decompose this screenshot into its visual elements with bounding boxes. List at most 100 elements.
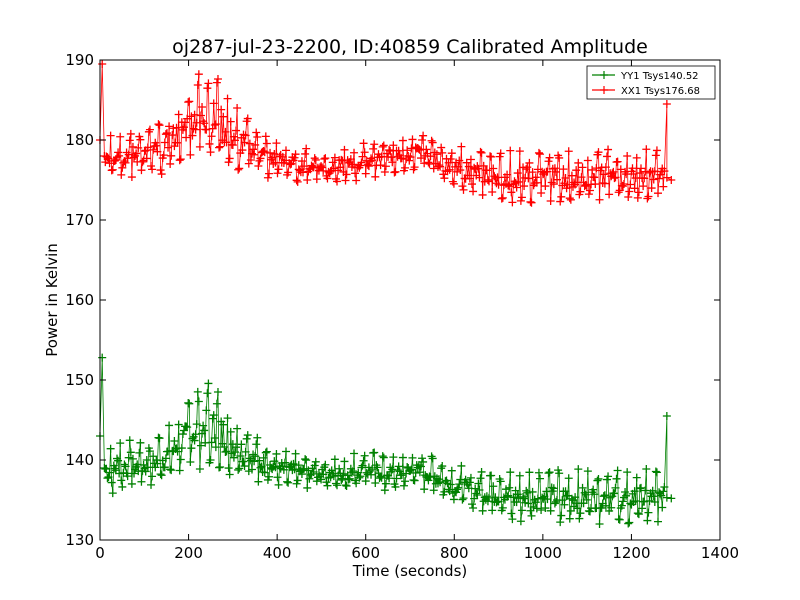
data-point-marker <box>230 448 239 457</box>
data-point-marker <box>424 158 433 167</box>
data-point-marker <box>293 177 302 186</box>
data-point-marker <box>145 125 154 134</box>
data-point-marker <box>270 457 279 466</box>
data-point-marker <box>221 127 230 136</box>
data-point-marker <box>303 175 312 184</box>
data-point-marker <box>549 180 558 189</box>
data-point-marker <box>220 443 229 452</box>
data-point-marker <box>597 503 606 512</box>
data-point-marker <box>309 467 318 476</box>
data-point-marker <box>517 193 526 202</box>
data-point-marker <box>498 503 507 512</box>
data-point-marker <box>184 398 193 407</box>
data-point-marker <box>297 470 306 479</box>
data-point-marker <box>474 164 483 173</box>
data-point-marker <box>291 150 300 159</box>
data-point-marker <box>260 468 269 477</box>
data-point-marker <box>262 447 271 456</box>
data-point-marker <box>243 431 252 440</box>
data-point-marker <box>329 164 338 173</box>
data-point-marker <box>336 163 345 172</box>
data-point-marker <box>580 488 589 497</box>
data-point-marker <box>426 473 435 482</box>
data-point-marker <box>286 160 295 169</box>
data-point-marker <box>202 125 211 134</box>
data-point-marker <box>254 161 263 170</box>
data-point-marker <box>642 145 651 154</box>
data-point-marker <box>233 104 242 113</box>
data-point-marker <box>556 518 565 527</box>
data-point-marker <box>290 153 299 162</box>
data-point-marker <box>243 114 252 123</box>
data-point-marker <box>532 178 541 187</box>
data-point-marker <box>566 195 575 204</box>
data-point-marker <box>477 148 486 157</box>
data-point-marker <box>361 477 370 486</box>
data-point-marker <box>476 474 485 483</box>
data-point-marker <box>581 490 590 499</box>
data-point-marker <box>427 136 436 145</box>
data-point-marker <box>208 414 217 423</box>
data-point-marker <box>114 148 123 157</box>
data-point-marker <box>633 509 642 518</box>
data-point-marker <box>634 188 643 197</box>
data-point-marker <box>632 473 641 482</box>
data-point-marker <box>183 114 192 123</box>
data-point-marker <box>632 153 641 162</box>
data-point-marker <box>360 148 369 157</box>
data-point-marker <box>381 162 390 171</box>
data-point-marker <box>583 156 592 165</box>
data-point-marker <box>106 444 115 453</box>
data-point-marker <box>555 153 564 162</box>
data-point-marker <box>348 160 357 169</box>
data-point-marker <box>323 174 332 183</box>
data-point-marker <box>428 138 437 147</box>
data-point-marker <box>322 478 331 487</box>
data-point-marker <box>300 464 309 473</box>
data-point-marker <box>224 158 233 167</box>
data-point-marker <box>593 476 602 485</box>
data-point-marker <box>428 454 437 463</box>
data-point-marker <box>599 492 608 501</box>
data-point-marker <box>149 145 158 154</box>
data-point-marker <box>625 187 634 196</box>
data-point-marker <box>212 78 221 87</box>
data-point-marker <box>622 170 631 179</box>
data-point-marker <box>123 472 132 481</box>
data-point-marker <box>608 169 617 178</box>
data-point-marker <box>167 151 176 160</box>
data-point-marker <box>216 463 225 472</box>
data-point-marker <box>262 139 271 148</box>
data-point-marker <box>371 172 380 181</box>
data-point-marker <box>644 192 653 201</box>
data-point-marker <box>610 174 619 183</box>
data-point-marker <box>128 142 137 151</box>
data-point-marker <box>359 139 368 148</box>
data-point-marker <box>493 173 502 182</box>
data-point-marker <box>496 149 505 158</box>
data-point-marker <box>624 193 633 202</box>
data-point-marker <box>453 485 462 494</box>
data-point-marker <box>348 467 357 476</box>
data-point-marker <box>253 133 262 142</box>
data-point-marker <box>560 500 569 509</box>
data-point-marker <box>280 156 289 165</box>
data-point-marker <box>274 480 283 489</box>
data-point-marker <box>128 454 137 463</box>
data-point-marker <box>574 465 583 474</box>
data-point-marker <box>604 145 613 154</box>
data-point-marker <box>206 148 215 157</box>
data-point-marker <box>652 468 661 477</box>
data-point-marker <box>356 472 365 481</box>
legend: YY1 Tsys140.52 XX1 Tsys176.68 <box>586 65 716 100</box>
data-point-marker <box>388 158 397 167</box>
data-point-marker <box>566 506 575 515</box>
data-point-marker <box>517 506 526 515</box>
data-point-marker <box>256 154 265 163</box>
data-point-marker <box>328 158 337 167</box>
data-point-marker <box>346 155 355 164</box>
data-point-marker <box>616 165 625 174</box>
data-point-marker <box>153 459 162 468</box>
data-point-marker <box>476 147 485 156</box>
data-point-marker <box>558 496 567 505</box>
